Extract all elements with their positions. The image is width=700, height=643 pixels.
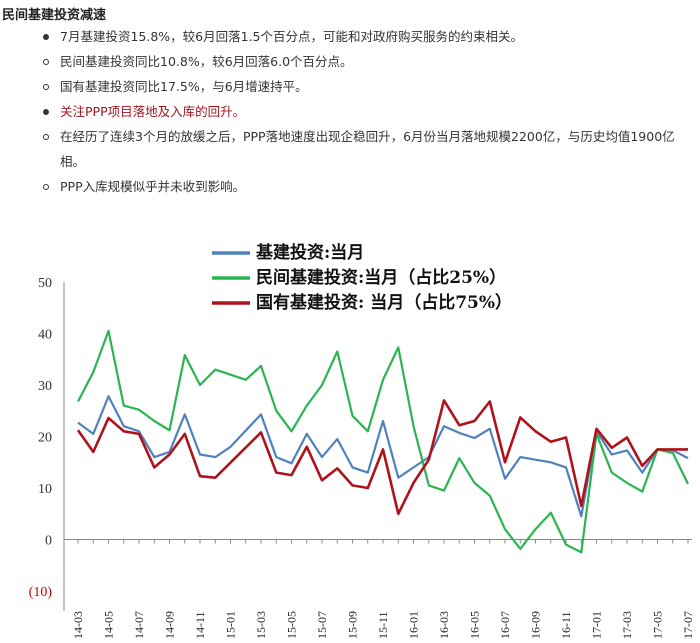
series-line-1 [77, 395, 689, 518]
legend-label: 基建投资:当月 [255, 242, 364, 263]
x-tick-label: 16-07 [498, 611, 512, 639]
x-tick-label: 14-11 [193, 611, 207, 639]
x-tick-label: 16-05 [468, 611, 482, 639]
x-tick-label: 15-07 [315, 611, 329, 639]
x-tick-label: 16-03 [437, 611, 451, 639]
bullet-item: 民间基建投资同比10.8%，较6月回落6.0个百分点。 [0, 49, 700, 74]
legend-label: 国有基建投资: 当月（占比75%） [256, 292, 512, 313]
bullet-item: 国有基建投资同比17.5%，与6月增速持平。 [0, 74, 700, 99]
y-tick-label: 40 [38, 328, 52, 343]
y-tick-label: (10) [29, 585, 53, 600]
y-tick-label: 10 [38, 482, 52, 497]
x-tick-label: 16-01 [407, 611, 421, 639]
y-tick-label: 50 [38, 276, 52, 291]
chart-axes [63, 282, 692, 611]
series-lines [76, 329, 689, 554]
bullet-text: 在经历了连续3个月的放缓之后，PPP落地速度出现企稳回升，6月份当月落地规模22… [60, 129, 675, 169]
bullet-text: 7月基建投资15.8%，较6月回落1.5个百分点，可能和对政府购买服务的约束相关… [60, 29, 523, 44]
bullet-text: PPP入库规模似乎并未收到影响。 [60, 179, 246, 194]
legend-label: 民间基建投资:当月（占比25%） [256, 267, 506, 288]
x-tick-label: 14-09 [163, 611, 177, 639]
bullet-item: 在经历了连续3个月的放缓之后，PPP落地速度出现企稳回升，6月份当月落地规模22… [0, 124, 700, 174]
x-tick-label: 14-03 [71, 611, 85, 639]
y-tick-label: 20 [38, 431, 52, 446]
x-tick-label: 16-09 [529, 611, 543, 639]
bullet-dot-icon [43, 109, 49, 115]
x-tick-label: 17-01 [590, 611, 604, 639]
y-tick-label: 30 [38, 379, 52, 394]
x-tick-label: 17-07 [681, 611, 695, 639]
y-axis-ticks: 50 40 30 20 10 0 (10) [29, 276, 53, 600]
bullet-text: 关注PPP项目落地及入库的回升。 [60, 104, 246, 119]
y-tick-label: 0 [45, 534, 52, 549]
bullet-text: 国有基建投资同比17.5%，与6月增速持平。 [60, 79, 308, 94]
bullet-circle-icon [43, 84, 49, 90]
x-tick-label: 17-05 [651, 611, 665, 639]
x-tick-label: 15-01 [224, 611, 238, 639]
x-tick-label: 15-05 [285, 611, 299, 639]
series-line-2 [77, 329, 689, 554]
x-tick-label: 17-03 [620, 611, 634, 639]
x-tick-label: 16-11 [559, 611, 573, 639]
bullet-circle-icon [43, 134, 49, 140]
x-tick-label: 14-07 [132, 611, 146, 639]
series-line-3 [76, 399, 688, 516]
x-axis-ticks: 14-03 14-05 14-07 14-09 14-11 15-01 15-03 15-05… [71, 611, 695, 639]
bullet-item: PPP入库规模似乎并未收到影响。 [0, 174, 700, 199]
bullet-circle-icon [43, 59, 49, 65]
x-tick-label: 15-11 [376, 611, 390, 639]
x-tick-label: 15-09 [346, 611, 360, 639]
bullet-circle-icon [43, 184, 49, 190]
bullet-item: 关注PPP项目落地及入库的回升。 [0, 99, 700, 124]
bullet-dot-icon [43, 34, 49, 40]
bullet-item: 7月基建投资15.8%，较6月回落1.5个百分点，可能和对政府购买服务的约束相关… [0, 24, 700, 49]
x-tick-label: 14-05 [102, 611, 116, 639]
x-tick-label: 15-03 [254, 611, 268, 639]
section-heading: 民间基建投资减速 [2, 8, 107, 23]
bullet-list: 7月基建投资15.8%，较6月回落1.5个百分点，可能和对政府购买服务的约束相关… [0, 24, 700, 199]
bullet-text: 民间基建投资同比10.8%，较6月回落6.0个百分点。 [60, 54, 353, 69]
